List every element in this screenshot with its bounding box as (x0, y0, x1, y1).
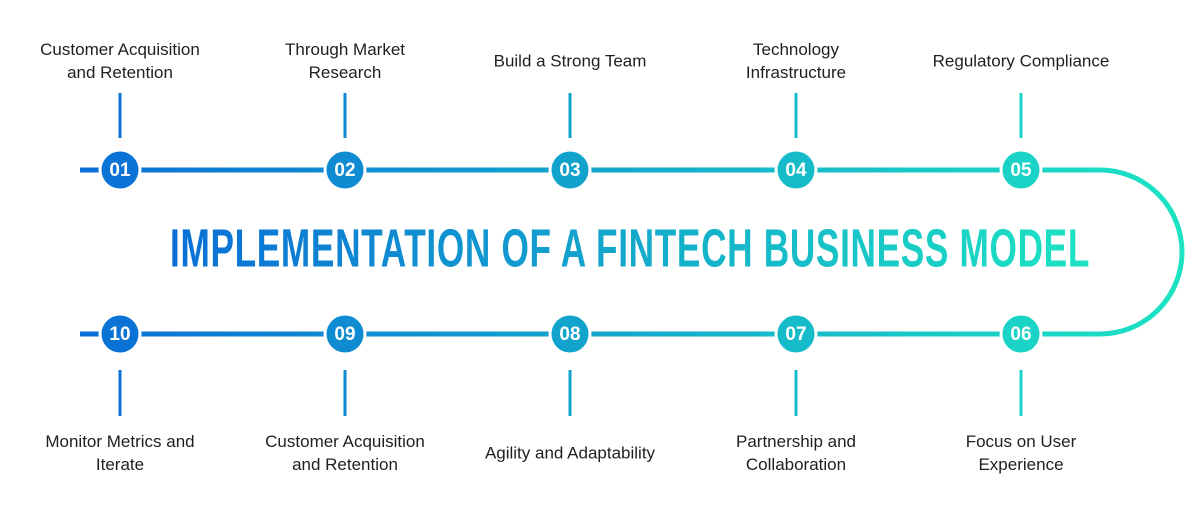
step-label-10: Monitor Metrics and Iterate (45, 432, 195, 474)
step-label-04: Technology Infrastructure (745, 40, 847, 82)
step-number: 09 (334, 324, 355, 345)
step-number: 03 (559, 160, 580, 181)
step-node-08: 08 (548, 312, 592, 356)
step-circle (323, 312, 367, 356)
step-node-04: 04 (774, 148, 818, 192)
step-label-06: Focus on User Experience (965, 432, 1077, 474)
step-circle (548, 148, 592, 192)
step-circle (98, 148, 142, 192)
step-label-07: Partnership and Collaboration (735, 432, 857, 474)
step-label-03: Build a Strong Team (493, 51, 647, 71)
step-node-05: 05 (999, 148, 1043, 192)
step-node-02: 02 (323, 148, 367, 192)
step-label-05: Regulatory Compliance (932, 51, 1110, 71)
step-label-01: Customer Acquisition and Retention (40, 40, 200, 82)
step-node-10: 10 (98, 312, 142, 356)
step-node-09: 09 (323, 312, 367, 356)
step-number: 07 (785, 324, 806, 345)
step-circle (548, 312, 592, 356)
step-circle (999, 312, 1043, 356)
step-circle (999, 148, 1043, 192)
diagram-title: IMPLEMENTATION OF A FINTECH BUSINESS MOD… (170, 218, 1090, 278)
step-node-01: 01 (98, 148, 142, 192)
step-number: 10 (109, 324, 130, 345)
step-circle (323, 148, 367, 192)
step-node-06: 06 (999, 312, 1043, 356)
step-number: 08 (559, 324, 580, 345)
step-circle (98, 312, 142, 356)
step-number: 06 (1010, 324, 1031, 345)
step-label-09: Customer Acquisition and Retention (265, 432, 425, 474)
step-label-08: Agility and Adaptability (484, 443, 656, 463)
step-circle (774, 312, 818, 356)
step-node-03: 03 (548, 148, 592, 192)
step-label-02: Through Market Research (285, 40, 405, 82)
step-number: 01 (109, 160, 131, 181)
timeline-track (80, 167, 1185, 337)
step-number: 04 (785, 160, 807, 181)
step-node-07: 07 (774, 312, 818, 356)
step-number: 02 (334, 160, 355, 181)
step-circle (774, 148, 818, 192)
step-number: 05 (1010, 160, 1032, 181)
